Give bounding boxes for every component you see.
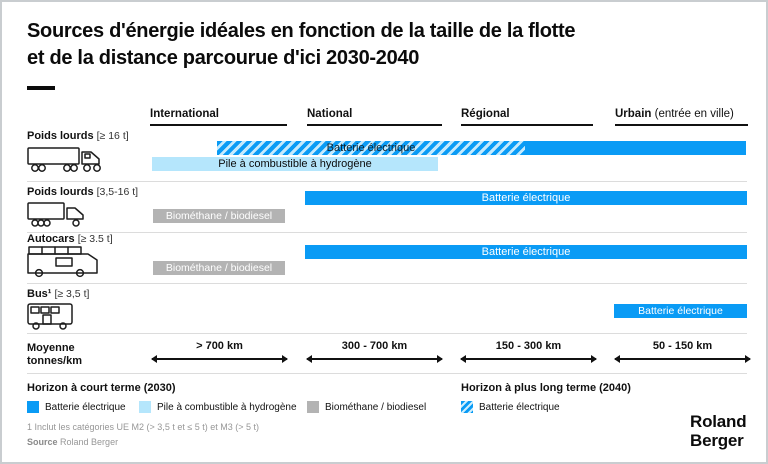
page-title-line1: Sources d'énergie idéales en fonction de…	[27, 20, 576, 42]
column-header-international-label: International	[150, 108, 220, 120]
row-label-hgv-16t-name: Poids lourds	[27, 130, 94, 142]
bar-bus-battery: Batterie électrique	[614, 304, 747, 318]
bar-autocars-bio: Biométhane / biodiesel	[153, 261, 285, 275]
bar-hgv3-16-bio: Biométhane / biodiesel	[153, 209, 285, 223]
row-label-hgv-3-16t-name: Poids lourds	[27, 186, 94, 198]
legend-label-hydrogen: Pile à combustible à hydrogène	[157, 402, 297, 413]
row-label-hgv-16t-spec: [≥ 16 t]	[96, 130, 129, 142]
column-header-national-label: National	[307, 108, 353, 120]
row-divider-4	[27, 333, 747, 334]
axis-label-line2: tonnes/km	[27, 355, 83, 367]
bar-hgv16-battery-hatched-2040: Batterie électrique	[217, 141, 525, 155]
source-value: Roland Berger	[60, 437, 119, 447]
distance-label-urbain: 50 - 150 km	[652, 340, 713, 352]
row-divider-1	[27, 181, 747, 182]
axis-label-line1: Moyenne	[27, 342, 75, 354]
bar-hgv16-battery-label: Batterie électrique	[326, 142, 416, 154]
axis-label: Moyenne tonnes/km	[27, 342, 82, 368]
legend-label-bio: Biométhane / biodiesel	[325, 402, 427, 413]
bar-hgv3-16-bio-label: Biométhane / biodiesel	[165, 210, 273, 222]
column-header-urbain-label: Urbain	[615, 108, 652, 120]
bar-hgv16-hydrogen-label: Pile à combustible à hydrogène	[218, 158, 372, 170]
legend-swatch-battery-blue	[27, 401, 39, 413]
distance-arrow-national	[306, 355, 443, 363]
legend-long-term-title: Horizon à plus long terme (2040)	[461, 382, 631, 394]
distance-label-national: 300 - 700 km	[341, 340, 408, 352]
bar-autocars-bio-label: Biométhane / biodiesel	[165, 262, 273, 274]
page-title-line2: et de la distance parcourue d'ici 2030-2…	[27, 47, 420, 69]
distance-arrow-international	[151, 355, 288, 363]
column-header-national: National	[307, 108, 442, 126]
legend-swatch-bio-gray	[307, 401, 319, 413]
footnote: 1 Inclut les catégories UE M2 (> 3,5 t e…	[27, 422, 260, 432]
distance-arrow-urbain	[614, 355, 751, 363]
coach-icon	[27, 245, 99, 284]
column-header-regional: Régional	[461, 108, 593, 126]
row-label-autocars: Autocars [≥ 3.5 t]	[27, 233, 113, 245]
legend-swatch-hydrogen-lightblue	[139, 401, 151, 413]
title-underline-dash	[27, 86, 55, 90]
row-label-autocars-spec: [≥ 3.5 t]	[77, 233, 113, 245]
source-label: Source	[27, 437, 58, 447]
bar-autocars-battery: Batterie électrique	[305, 245, 747, 259]
legend-short-term-title: Horizon à court terme (2030)	[27, 382, 176, 394]
column-header-international: International	[150, 108, 287, 126]
distance-label-regional: 150 - 300 km	[495, 340, 562, 352]
logo-line1: Roland	[690, 412, 747, 431]
box-truck-icon	[27, 199, 85, 234]
bar-hgv3-16-battery-label: Batterie électrique	[481, 192, 571, 204]
row-divider-3	[27, 283, 747, 284]
legend-divider	[27, 373, 747, 374]
row-label-bus: Bus¹ [≥ 3,5 t]	[27, 288, 89, 300]
page-title: Sources d'énergie idéales en fonction de…	[27, 18, 576, 72]
bar-hgv3-16-battery: Batterie électrique	[305, 191, 747, 205]
distance-arrow-regional	[460, 355, 597, 363]
row-label-bus-spec: [≥ 3,5 t]	[54, 288, 90, 300]
row-divider-2	[27, 232, 747, 233]
row-label-bus-name: Bus¹	[27, 288, 52, 300]
legend-label-battery-2040: Batterie électrique	[479, 402, 560, 413]
bar-hgv16-battery-solid-2030	[525, 141, 746, 155]
column-header-regional-label: Régional	[461, 108, 510, 120]
column-header-urbain-suffix: (entrée en ville)	[651, 108, 734, 120]
logo-line2: Berger	[690, 430, 744, 450]
legend-label-battery: Batterie électrique	[45, 402, 126, 413]
bar-hgv16-hydrogen: Pile à combustible à hydrogène	[152, 157, 438, 171]
distance-label-international: > 700 km	[196, 340, 243, 352]
column-header-urbain: Urbain (entrée en ville)	[615, 108, 748, 126]
row-label-hgv-3-16t-spec: [3,5-16 t]	[96, 186, 139, 198]
source-line: Source Roland Berger	[27, 437, 118, 447]
bar-autocars-battery-label: Batterie électrique	[481, 246, 571, 258]
row-label-autocars-name: Autocars	[27, 233, 75, 245]
legend-swatch-battery-hatched	[461, 401, 473, 413]
bar-bus-battery-label: Batterie électrique	[638, 305, 723, 317]
city-bus-icon	[27, 300, 77, 335]
row-label-hgv-3-16t: Poids lourds [3,5-16 t]	[27, 186, 138, 198]
roland-berger-logo: Roland Berger	[690, 412, 747, 450]
semi-truck-icon	[27, 142, 105, 179]
row-label-hgv-16t: Poids lourds [≥ 16 t]	[27, 130, 129, 142]
